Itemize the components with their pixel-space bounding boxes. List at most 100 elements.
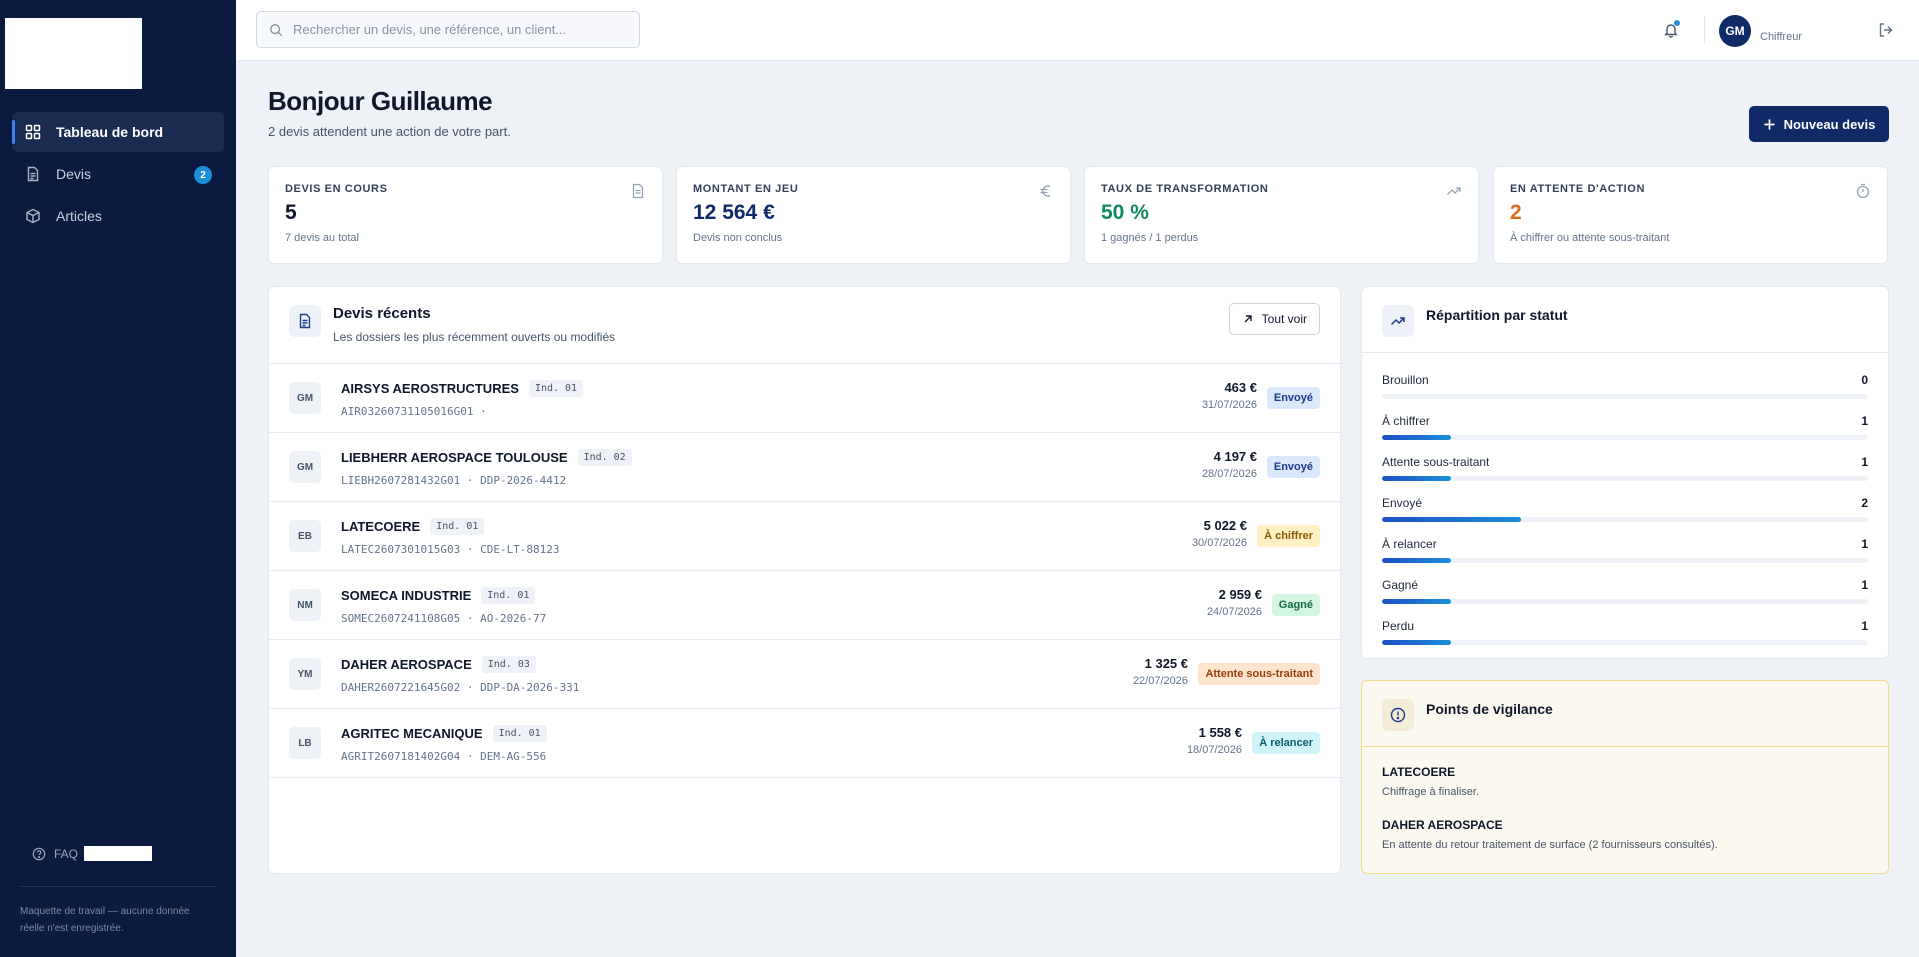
- row-initials: NM: [289, 589, 321, 621]
- row-client: AIRSYS AEROSTRUCTURES Ind. 01: [341, 380, 584, 397]
- row-amount-col: 5 022 € 30/07/2026: [1192, 518, 1247, 549]
- dashboard-grid-icon: [24, 123, 42, 141]
- status-label: Brouillon: [1382, 373, 1429, 387]
- row-reference: LATEC2607301015G03 · CDE-LT-88123: [341, 543, 560, 556]
- search-input[interactable]: [293, 22, 623, 37]
- alert-circle-icon: [1390, 707, 1406, 723]
- status-badge: À relancer: [1252, 732, 1320, 754]
- sidebar-item-devis[interactable]: Devis 2: [12, 154, 224, 194]
- status-distribution-row: À chiffrer 1: [1382, 414, 1868, 440]
- see-all-button[interactable]: Tout voir: [1228, 303, 1320, 335]
- logout-icon: [1879, 23, 1893, 37]
- vigilance-header: Points de vigilance: [1362, 681, 1888, 747]
- devis-count-badge: 2: [194, 166, 212, 184]
- faq-label: FAQ: [54, 846, 79, 861]
- recent-quotes-card: Devis récents Les dossiers les plus réce…: [268, 286, 1341, 874]
- kpi-label: TAUX DE TRANSFORMATION: [1101, 183, 1269, 195]
- topbar: GM Chiffreur: [236, 0, 1919, 61]
- new-quote-button[interactable]: Nouveau devis: [1749, 106, 1889, 142]
- row-reference: AIR03260731105016G01 ·: [341, 405, 487, 418]
- sidebar: Tableau de bord Devis 2 Articles FAQ Maq…: [0, 0, 236, 957]
- bell-icon: [1664, 24, 1678, 38]
- row-index-badge: Ind. 01: [481, 587, 536, 604]
- row-client-name: SOMECA INDUSTRIE: [341, 588, 472, 603]
- sidebar-divider: [20, 886, 216, 887]
- search-icon: [269, 23, 283, 37]
- sidebar-nav: Tableau de bord Devis 2 Articles: [12, 112, 224, 238]
- vigilance-client: DAHER AEROSPACE: [1382, 818, 1503, 832]
- status-bar-fill: [1382, 435, 1452, 440]
- kpi-card-montant-en-jeu: MONTANT EN JEU 12 564 € Devis non conclu…: [676, 166, 1071, 264]
- kpi-value: 12 564 €: [693, 201, 775, 224]
- avatar[interactable]: GM: [1719, 15, 1751, 47]
- row-amount-col: 1 558 € 18/07/2026: [1187, 725, 1242, 756]
- status-distribution-card: Répartition par statut Brouillon 0 À chiff…: [1361, 286, 1889, 659]
- notification-button[interactable]: [1659, 18, 1683, 42]
- row-date: 18/07/2026: [1186, 744, 1242, 756]
- status-count: 1: [1861, 414, 1868, 428]
- status-badge: Envoyé: [1266, 456, 1320, 478]
- sidebar-item-dashboard[interactable]: Tableau de bord: [12, 112, 224, 152]
- row-date: 28/07/2026: [1201, 468, 1257, 480]
- row-index-badge: Ind. 01: [528, 380, 584, 397]
- status-bar-track: [1382, 640, 1868, 645]
- row-amount: 1 558 €: [1198, 725, 1242, 740]
- card-icon-box: [289, 305, 321, 337]
- table-row[interactable]: GM AIRSYS AEROSTRUCTURES Ind. 01 AIR0326073…: [269, 364, 1340, 433]
- status-badge: Gagné: [1271, 594, 1320, 616]
- row-initials: EB: [289, 520, 321, 552]
- row-date: 30/07/2026: [1191, 537, 1247, 549]
- status-bar-track: [1382, 476, 1868, 481]
- sidebar-item-label: Devis: [56, 166, 92, 182]
- vigilance-item: LATECOERE Chiffrage à finaliser.: [1382, 765, 1479, 798]
- status-count: 0: [1861, 373, 1868, 387]
- kpi-label: DEVIS EN COURS: [285, 183, 388, 195]
- row-date: 31/07/2026: [1201, 399, 1257, 411]
- kpi-sub: 1 gagnés / 1 perdus: [1101, 232, 1199, 244]
- vigilance-item: DAHER AEROSPACE En attente du retour tra…: [1382, 818, 1718, 851]
- status-count: 1: [1861, 455, 1868, 469]
- faq-link[interactable]: FAQ: [32, 846, 153, 861]
- status-count: 1: [1861, 619, 1868, 633]
- row-client-name: LATECOERE: [341, 519, 421, 534]
- status-bar-track: [1382, 394, 1868, 399]
- sidebar-item-label: Articles: [56, 208, 102, 224]
- table-row[interactable]: NM SOMECA INDUSTRIE Ind. 01 SOMEC2607241108…: [269, 571, 1340, 640]
- status-distribution-row: À relancer 1: [1382, 537, 1868, 563]
- row-client: LATECOERE Ind. 01: [341, 518, 485, 535]
- recent-quotes-header: Devis récents Les dossiers les plus réce…: [269, 287, 1340, 364]
- status-bar-fill: [1382, 558, 1452, 563]
- status-distribution-title: Répartition par statut: [1426, 307, 1568, 323]
- vigilance-card: Points de vigilance LATECOERE Chiffrage …: [1361, 680, 1889, 874]
- status-count: 1: [1861, 537, 1868, 551]
- table-row[interactable]: YM DAHER AEROSPACE Ind. 03 DAHER2607221645G…: [269, 640, 1340, 709]
- sidebar-item-articles[interactable]: Articles: [12, 196, 224, 236]
- page-subtitle: 2 devis attendent une action de votre pa…: [268, 124, 511, 139]
- status-bar-fill: [1382, 640, 1452, 645]
- vigilance-desc: En attente du retour traitement de surfa…: [1382, 839, 1718, 851]
- status-distribution-row: Attente sous-traitant 1: [1382, 455, 1868, 481]
- row-amount-col: 463 € 31/07/2026: [1202, 380, 1257, 411]
- table-row[interactable]: EB LATECOERE Ind. 01 LATEC2607301015G03 · C…: [269, 502, 1340, 571]
- status-bar-track: [1382, 558, 1868, 563]
- vigilance-desc: Chiffrage à finaliser.: [1382, 786, 1480, 798]
- topbar-separator: [1704, 16, 1705, 44]
- status-badge: Envoyé: [1266, 387, 1320, 409]
- document-icon: [299, 313, 311, 329]
- row-client-name: AGRITEC MECANIQUE: [341, 726, 483, 741]
- see-all-label: Tout voir: [1261, 312, 1307, 326]
- status-count: 2: [1861, 496, 1868, 510]
- row-index-badge: Ind. 02: [577, 449, 632, 466]
- table-row[interactable]: LB AGRITEC MECANIQUE Ind. 01 AGRIT260718140…: [269, 709, 1340, 778]
- table-row[interactable]: GM LIEBHERR AEROSPACE TOULOUSE Ind. 02 LIEB…: [269, 433, 1340, 502]
- status-count: 1: [1861, 578, 1868, 592]
- logout-button[interactable]: [1874, 18, 1898, 42]
- row-client-name: LIEBHERR AEROSPACE TOULOUSE: [341, 450, 568, 465]
- row-client: DAHER AEROSPACE Ind. 03: [341, 656, 536, 673]
- notification-dot: [1674, 20, 1680, 26]
- status-bar-fill: [1382, 599, 1452, 604]
- kpi-value: 5: [285, 201, 297, 224]
- search-box[interactable]: [256, 11, 640, 48]
- row-client: LIEBHERR AEROSPACE TOULOUSE Ind. 02: [341, 449, 632, 466]
- status-label: Perdu: [1382, 619, 1415, 633]
